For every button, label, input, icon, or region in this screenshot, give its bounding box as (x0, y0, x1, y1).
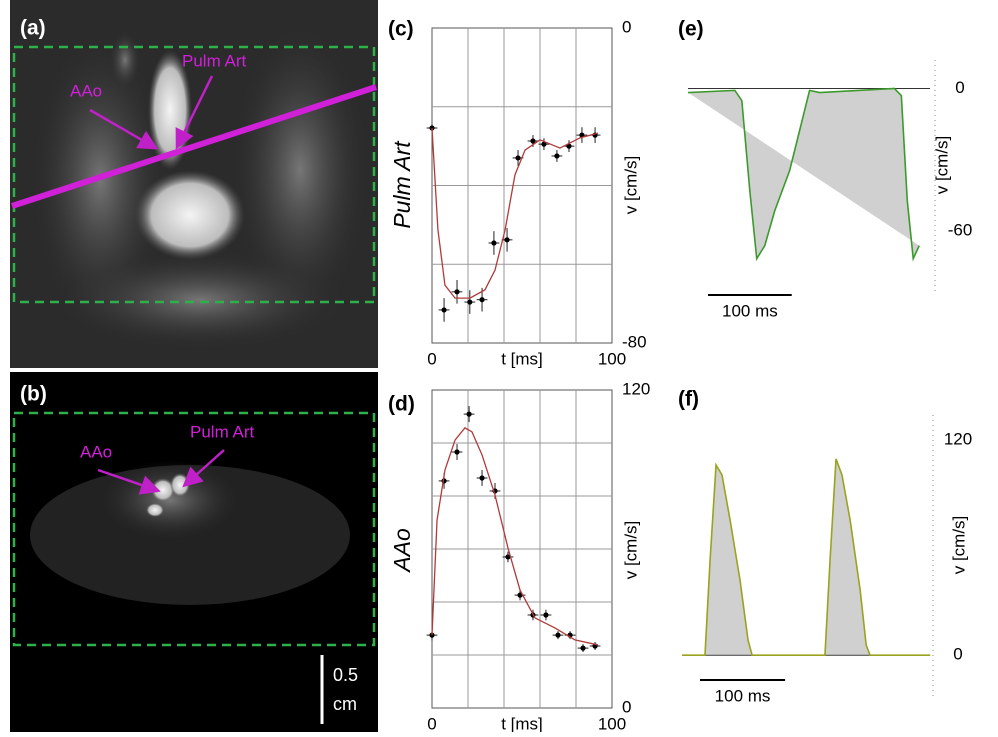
envelope (687, 87, 920, 262)
row-label: AAo (389, 528, 415, 574)
y-tick-label: 0 (953, 645, 962, 664)
data-point (505, 554, 511, 560)
y-axis-label: v [cm/s] (621, 156, 640, 215)
x-tick-label: 0 (427, 349, 436, 368)
envelope (682, 458, 931, 656)
annotation: AAo (70, 81, 102, 100)
data-point (467, 299, 473, 305)
data-point (554, 153, 560, 159)
x-axis-label: t [ms] (501, 349, 543, 368)
data-point (491, 240, 497, 246)
fit-curve (431, 127, 599, 299)
y-tick-label: 0 (622, 697, 631, 716)
panel-label: (d) (388, 393, 415, 416)
annotation: Pulm Art (190, 422, 255, 441)
scale-bar-label: 100 ms (722, 301, 778, 320)
data-point (479, 297, 485, 303)
y-axis-label: v [cm/s] (932, 136, 951, 195)
x-axis-label: t [ms] (501, 714, 543, 732)
mri-coronal: (a) AAo Pulm Art (10, 0, 378, 368)
scale-label: 0.5 (333, 665, 358, 685)
panel-label: (e) (678, 18, 704, 41)
y-tick-label: -80 (622, 332, 647, 351)
data-point (504, 237, 510, 243)
data-point (541, 141, 547, 147)
panel-label: (b) (20, 383, 47, 406)
data-point (454, 289, 460, 295)
data-point (555, 632, 561, 638)
data-point (466, 411, 472, 417)
fit-curve (431, 427, 599, 646)
panel-label: (a) (20, 17, 46, 40)
annotation: AAo (80, 442, 112, 461)
y-axis-label: v [cm/s] (949, 516, 968, 575)
annotation: Pulm Art (182, 51, 247, 70)
mri-axial: (b) AAo Pulm Art 0.5 cm (10, 372, 378, 732)
spectral-fill (682, 458, 931, 656)
y-tick-label: 0 (955, 78, 964, 97)
row-label: Pulm Art (389, 140, 415, 229)
x-tick-label: 100 (598, 349, 626, 368)
y-tick-label: 0 (622, 17, 631, 36)
panel-label: (f) (678, 388, 699, 411)
data-point (530, 138, 536, 144)
y-tick-label: 120 (622, 379, 650, 398)
y-axis-label: v [cm/s] (621, 521, 640, 580)
x-tick-label: 0 (427, 714, 436, 732)
data-point (479, 475, 485, 481)
x-tick-label: 100 (598, 714, 626, 732)
spectral-fill (688, 88, 920, 259)
data-point (454, 449, 460, 455)
y-tick-label: 120 (944, 430, 972, 449)
data-point (515, 155, 521, 161)
scale-label: cm (333, 694, 357, 714)
scale-bar-label: 100 ms (715, 686, 771, 705)
panel-label: (c) (388, 18, 414, 41)
data-point (580, 645, 586, 651)
data-point (441, 307, 447, 313)
data-point (543, 612, 549, 618)
y-tick-label: -60 (948, 220, 973, 239)
